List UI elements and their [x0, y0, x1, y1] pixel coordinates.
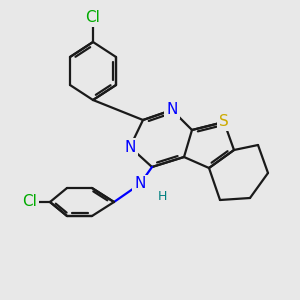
Text: H: H [157, 190, 167, 203]
Text: S: S [219, 115, 229, 130]
Text: Cl: Cl [22, 194, 38, 209]
Text: Cl: Cl [85, 11, 100, 26]
Text: N: N [124, 140, 136, 154]
Text: N: N [134, 176, 146, 191]
Text: N: N [166, 103, 178, 118]
